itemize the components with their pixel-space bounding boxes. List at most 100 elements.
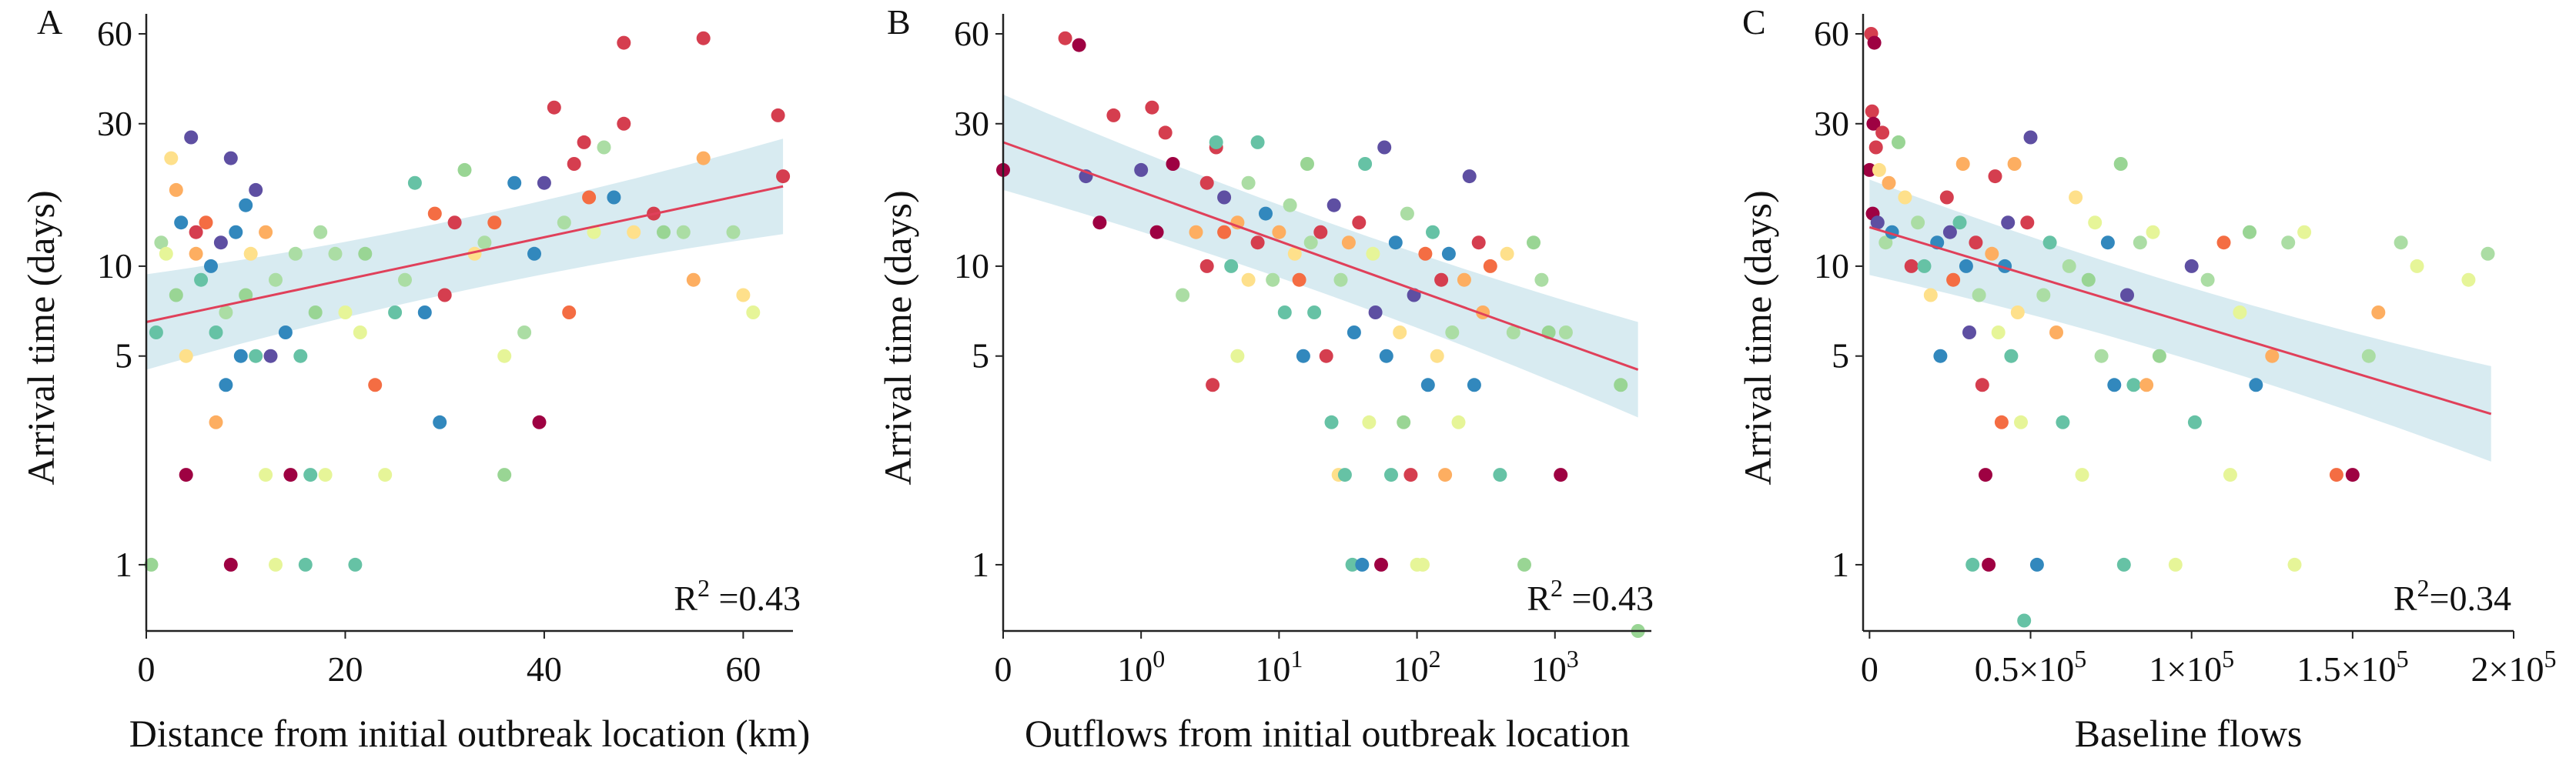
- panel-label: C: [1742, 2, 1766, 42]
- data-point: [1092, 215, 1107, 230]
- y-tick-label: 10: [1814, 246, 1849, 285]
- data-point: [1942, 225, 1957, 239]
- data-point: [1217, 190, 1232, 205]
- data-point: [204, 259, 218, 273]
- data-point: [617, 116, 631, 131]
- data-point: [189, 246, 203, 261]
- data-point: [1878, 235, 1893, 250]
- data-point: [1272, 225, 1286, 239]
- data-point: [1388, 235, 1403, 250]
- data-point: [348, 557, 363, 572]
- data-point: [1868, 140, 1883, 155]
- data-point: [1266, 272, 1280, 287]
- data-point: [1451, 415, 1466, 429]
- data-point: [1483, 259, 1497, 273]
- data-point: [1307, 305, 1322, 319]
- data-point: [2017, 613, 2032, 628]
- data-point: [607, 190, 621, 205]
- y-tick-label: 5: [1832, 336, 1849, 375]
- data-point: [1368, 305, 1383, 319]
- panel-a: 1 5 10 30 60 0 20 40 60 Distance from initial out…: [19, 2, 810, 755]
- y-tick-label: 1: [972, 545, 989, 584]
- data-point: [1430, 349, 1444, 363]
- data-point: [497, 349, 512, 363]
- data-point: [239, 288, 253, 302]
- data-point: [2029, 557, 2044, 572]
- data-point: [1358, 157, 1373, 171]
- data-point: [263, 349, 278, 363]
- data-point: [1872, 162, 1886, 177]
- data-point: [2014, 415, 2028, 429]
- data-point: [2069, 190, 2083, 205]
- data-point: [209, 415, 223, 429]
- data-point: [1939, 190, 1954, 205]
- data-point: [1393, 325, 1407, 339]
- data-point: [1224, 259, 1239, 273]
- data-point: [1149, 225, 1164, 239]
- regression-line: [1002, 141, 1639, 371]
- data-point: [2233, 305, 2247, 319]
- y-axis-label: Arrival time (days): [876, 190, 919, 485]
- data-point: [1875, 125, 1890, 140]
- data-point: [2265, 349, 2280, 363]
- data-point: [388, 305, 403, 319]
- data-point: [2049, 325, 2063, 339]
- r-squared-label: R2 =0.43: [674, 574, 801, 618]
- data-point: [1946, 272, 1961, 287]
- data-point: [1058, 31, 1072, 45]
- x-axis-label: Outflows from initial outbreak location: [1025, 712, 1630, 755]
- data-point: [517, 325, 532, 339]
- data-point: [283, 468, 298, 482]
- data-point: [1347, 325, 1361, 339]
- data-point: [269, 272, 283, 287]
- y-tick-label: 10: [954, 246, 989, 285]
- data-point: [1230, 349, 1245, 363]
- data-point: [1418, 246, 1433, 261]
- data-point: [1313, 225, 1328, 239]
- data-point: [1300, 157, 1314, 171]
- y-tick-label: 30: [954, 104, 989, 143]
- data-point: [2116, 557, 2131, 572]
- data-point: [2168, 557, 2183, 572]
- data-point: [154, 235, 169, 250]
- data-point: [243, 246, 258, 261]
- data-point: [2126, 378, 2141, 392]
- data-point: [1403, 468, 1418, 482]
- data-point: [1933, 349, 1948, 363]
- data-point: [2223, 468, 2237, 482]
- regression-line: [146, 185, 784, 323]
- y-tick-label: 10: [97, 246, 132, 285]
- y-tick-label: 60: [97, 14, 132, 53]
- data-point: [1397, 415, 1411, 429]
- x-tick-label: 40: [527, 649, 562, 689]
- data-point: [532, 415, 547, 429]
- data-point: [1277, 305, 1292, 319]
- data-point: [1892, 135, 1905, 149]
- data-point: [2481, 246, 2495, 261]
- data-point: [313, 225, 328, 239]
- data-point: [1982, 557, 1996, 572]
- data-point: [1979, 468, 1992, 482]
- data-point: [1158, 125, 1173, 140]
- x-tick-label: 0: [1861, 649, 1878, 689]
- data-point: [557, 215, 571, 230]
- data-point: [447, 215, 462, 230]
- data-point: [617, 35, 631, 50]
- data-point: [358, 246, 373, 261]
- data-point: [537, 175, 551, 190]
- data-point: [328, 246, 343, 261]
- data-point: [278, 325, 293, 339]
- data-point: [249, 182, 263, 197]
- data-point: [1911, 215, 1925, 230]
- data-point: [223, 557, 238, 572]
- data-point: [149, 325, 163, 339]
- y-tick-label: 30: [1814, 104, 1849, 143]
- data-point: [1106, 108, 1121, 122]
- x-tick-label: 100: [1117, 645, 1165, 689]
- data-point: [1324, 415, 1339, 429]
- data-point: [259, 225, 273, 239]
- data-point: [2088, 215, 2103, 230]
- data-point: [627, 225, 641, 239]
- x-tick-label: 60: [725, 649, 761, 689]
